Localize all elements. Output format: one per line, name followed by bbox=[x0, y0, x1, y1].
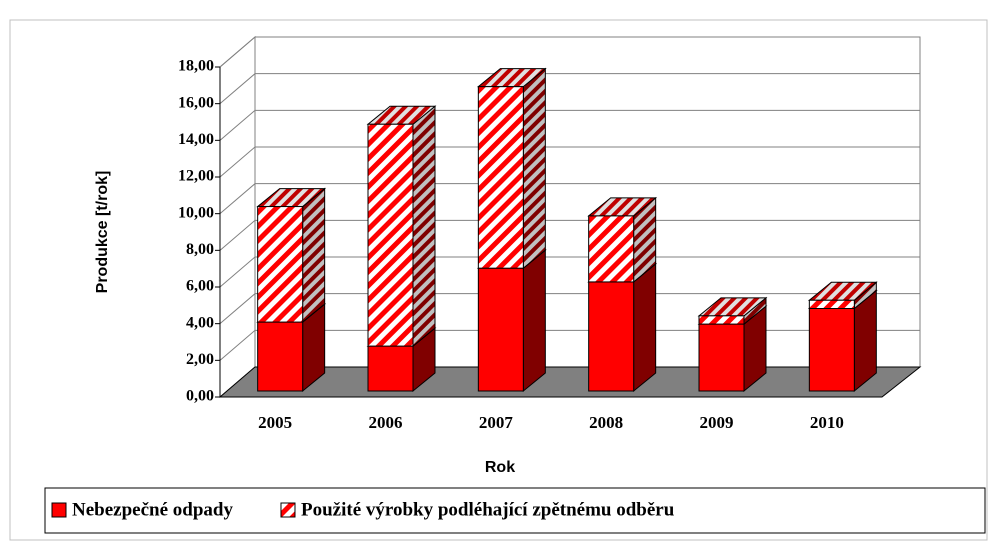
side-wall bbox=[219, 35, 256, 399]
grid-line bbox=[219, 36, 256, 68]
y-tick-label: 0,00 bbox=[186, 388, 214, 405]
bar bbox=[257, 206, 304, 323]
x-tick-label: 2009 bbox=[700, 413, 734, 432]
bar-side bbox=[412, 105, 436, 348]
grid-line bbox=[219, 256, 256, 288]
bar bbox=[698, 315, 745, 325]
grid-line bbox=[219, 73, 256, 105]
legend bbox=[44, 487, 986, 534]
x-tick-label: 2008 bbox=[589, 413, 623, 432]
bar bbox=[808, 299, 855, 309]
grid-line bbox=[219, 293, 256, 325]
bar bbox=[588, 281, 635, 392]
legend-label: Nebezpečné odpady bbox=[72, 499, 233, 520]
y-tick-label: 14,00 bbox=[178, 131, 214, 148]
bar-side bbox=[522, 67, 546, 270]
x-axis-label: Rok bbox=[485, 459, 515, 476]
bar bbox=[808, 308, 855, 392]
bar bbox=[588, 215, 635, 283]
y-tick-label: 18,00 bbox=[178, 58, 214, 75]
grid-line bbox=[219, 183, 256, 215]
grid-line bbox=[219, 146, 256, 178]
bar bbox=[367, 345, 414, 392]
bar bbox=[477, 86, 524, 269]
y-tick-label: 10,00 bbox=[178, 204, 214, 221]
bar bbox=[367, 123, 414, 347]
grid-line bbox=[219, 109, 256, 141]
x-tick-label: 2005 bbox=[258, 413, 292, 432]
legend-swatch bbox=[51, 502, 67, 518]
y-tick-label: 12,00 bbox=[178, 168, 214, 185]
y-tick-label: 6,00 bbox=[186, 278, 214, 295]
bar-side bbox=[302, 187, 326, 324]
x-tick-label: 2010 bbox=[810, 413, 844, 432]
grid-line bbox=[219, 329, 256, 361]
y-axis-label: Produkce [t/rok] bbox=[94, 171, 111, 294]
legend-swatch bbox=[280, 502, 296, 518]
x-tick-label: 2006 bbox=[369, 413, 403, 432]
y-tick-label: 16,00 bbox=[178, 94, 214, 111]
bar-side bbox=[633, 262, 657, 393]
x-tick-label: 2007 bbox=[479, 413, 514, 432]
y-tick-label: 2,00 bbox=[186, 351, 214, 368]
bar bbox=[698, 323, 745, 392]
legend-label: Použité výrobky podléhající zpětnému odb… bbox=[301, 499, 675, 520]
y-tick-label: 4,00 bbox=[186, 314, 214, 331]
y-tick-label: 8,00 bbox=[186, 241, 214, 258]
grid-line bbox=[219, 219, 256, 251]
bar bbox=[257, 321, 304, 392]
bar bbox=[477, 267, 524, 392]
bar-side bbox=[522, 249, 546, 393]
